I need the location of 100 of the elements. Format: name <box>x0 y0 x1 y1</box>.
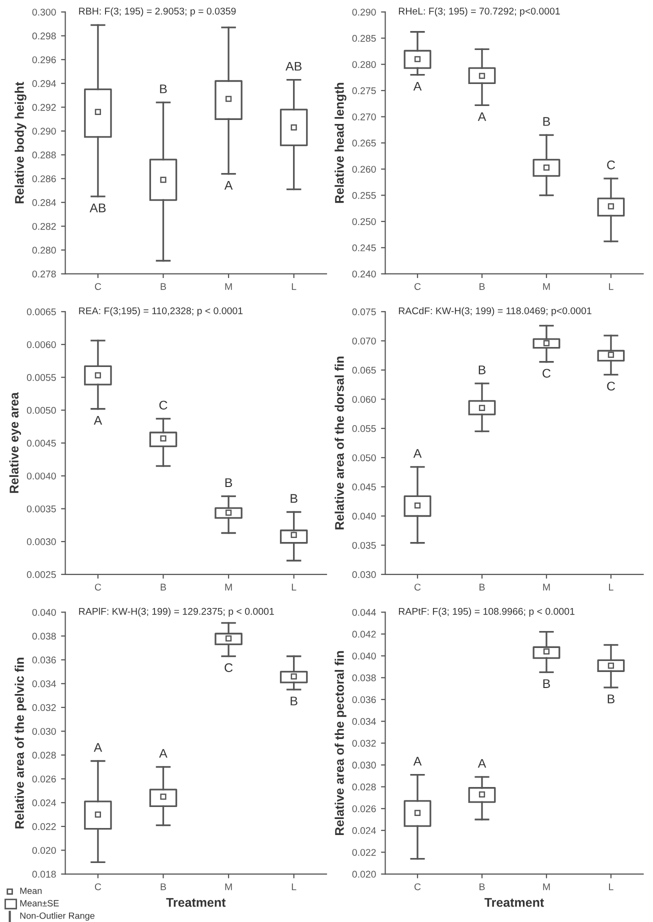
y-tick-label: 0.040 <box>352 512 376 520</box>
x-tick-label: C <box>414 883 421 890</box>
annotation: A <box>159 749 168 758</box>
y-tick-label: 0.282 <box>32 222 56 230</box>
y-tick-label: 0.292 <box>32 104 56 111</box>
x-tick-label: L <box>292 283 296 290</box>
y-tick-label: 0.022 <box>32 823 56 830</box>
y-tick-label: 0.0060 <box>26 341 56 348</box>
text: Mean <box>20 888 42 894</box>
y-tick-label: 0.270 <box>352 113 376 120</box>
y-tick-label: 0.298 <box>32 32 56 40</box>
y-tick-label: 0.285 <box>352 34 376 42</box>
x-tick-label: M <box>543 283 550 290</box>
y-axis-title: Relative eye area <box>9 392 21 493</box>
y-axis-title: Relative head length <box>334 82 346 203</box>
annotation: A <box>94 416 102 425</box>
annotation: AB <box>286 62 302 71</box>
y-tick-label: 0.290 <box>32 128 56 135</box>
y-tick-label: 0.065 <box>352 366 376 374</box>
x-tick-label: B <box>480 283 485 290</box>
y-tick-label: 0.0055 <box>26 374 56 381</box>
y-tick-label: 0.022 <box>352 848 376 856</box>
annotation: A <box>413 82 422 91</box>
annotation: B <box>543 117 550 126</box>
annotation: C <box>542 368 551 378</box>
y-tick-label: 0.255 <box>352 192 376 199</box>
y-tick-label: 0.250 <box>352 218 376 226</box>
y-tick-label: 0.026 <box>32 776 56 782</box>
annotation: B <box>543 679 550 688</box>
y-tick-label: 0.038 <box>32 632 56 640</box>
y-axis-title: Relative area of the pelvic fin <box>14 658 26 828</box>
y-tick-label: 0.265 <box>352 140 376 147</box>
annotation: AB <box>90 204 106 212</box>
y-tick-label: 0.070 <box>352 338 376 344</box>
y-tick-label: 0.0040 <box>26 472 56 480</box>
y-tick-label: 0.024 <box>352 827 376 834</box>
annotation: B <box>478 366 486 374</box>
y-tick-label: 0.020 <box>32 846 56 854</box>
y-tick-label: 0.050 <box>352 454 376 462</box>
x-tick-label: M <box>543 584 550 590</box>
x-tick-label: C <box>94 584 102 591</box>
y-tick-label: 0.034 <box>352 718 376 725</box>
y-tick-label: 0.040 <box>352 652 376 660</box>
y-tick-label: 0.288 <box>32 152 56 158</box>
chart-title: RHeL: F(3; 195) = 70.7292; p<0.0001 <box>398 7 560 17</box>
y-tick-label: 0.060 <box>352 396 376 403</box>
annotation: B <box>608 694 614 704</box>
annotation: A <box>478 759 486 768</box>
y-tick-label: 0.296 <box>32 56 56 64</box>
y-tick-label: 0.280 <box>32 246 56 254</box>
y-tick-label: 0.245 <box>352 244 376 252</box>
annotation: A <box>413 756 422 766</box>
y-tick-label: 0.290 <box>352 8 376 16</box>
y-tick-label: 0.0025 <box>26 571 56 578</box>
x-tick-label: C <box>414 283 421 290</box>
annotation: A <box>94 743 102 752</box>
x-tick-label: B <box>480 883 485 890</box>
y-axis-title: Relative area of the dorsal fin <box>334 356 344 530</box>
x-tick-label: B <box>160 584 166 590</box>
chart-title: RAPtF: F(3; 195) = 108.9966; p < 0.0001 <box>398 608 574 617</box>
x-tick-label: L <box>609 283 614 290</box>
annotation: A <box>224 180 233 190</box>
x-tick-label: C <box>414 584 421 591</box>
x-tick-label: C <box>94 283 102 290</box>
chart-title: RBH: F(3; 195) = 2.9053; p = 0.0359 <box>79 7 236 17</box>
y-tick-label: 0.032 <box>352 740 376 747</box>
y-tick-label: 0.030 <box>32 728 56 735</box>
y-tick-label: 0.036 <box>352 696 376 704</box>
y-tick-label: 0.032 <box>32 704 56 712</box>
x-tick-label: B <box>160 883 166 890</box>
y-tick-label: 0.260 <box>352 166 376 173</box>
annotation: C <box>607 160 615 170</box>
y-axis-title: Relative area of the pectoral fin <box>334 651 346 836</box>
y-tick-label: 0.294 <box>32 80 56 88</box>
annotation: B <box>225 478 232 487</box>
chart-title: RAPlF: KW-H(3; 199) = 129.2375; p < 0.0001 <box>79 608 274 617</box>
x-tick-label: M <box>225 883 232 890</box>
x-tick-label: C <box>94 883 102 890</box>
y-tick-label: 0.0065 <box>26 308 56 316</box>
y-tick-label: 0.0050 <box>26 406 56 414</box>
y-tick-label: 0.0035 <box>26 505 56 512</box>
x-axis-title: Treatment <box>484 898 544 907</box>
y-tick-label: 0.278 <box>32 270 56 278</box>
y-tick-label: 0.040 <box>32 608 56 616</box>
y-tick-label: 0.0030 <box>26 538 56 546</box>
y-tick-label: 0.280 <box>352 61 376 68</box>
x-tick-label: L <box>609 584 614 590</box>
y-tick-label: 0.300 <box>32 8 56 16</box>
chart-title: RACdF: KW-H(3; 199) = 118.0469; p<0.0001 <box>398 307 592 316</box>
annotation: B <box>290 494 298 503</box>
y-tick-label: 0.020 <box>352 870 376 878</box>
x-tick-label: M <box>225 283 232 290</box>
y-tick-label: 0.284 <box>32 199 56 206</box>
annotation: C <box>607 382 615 391</box>
x-tick-label: B <box>160 283 166 290</box>
x-axis-title: Treatment <box>166 898 226 907</box>
annotation: A <box>413 449 422 458</box>
chart-title: REA: F(3;195) = 110,2328; p < 0.0001 <box>79 307 243 316</box>
x-tick-label: B <box>480 584 485 590</box>
y-tick-label: 0.286 <box>32 175 56 182</box>
